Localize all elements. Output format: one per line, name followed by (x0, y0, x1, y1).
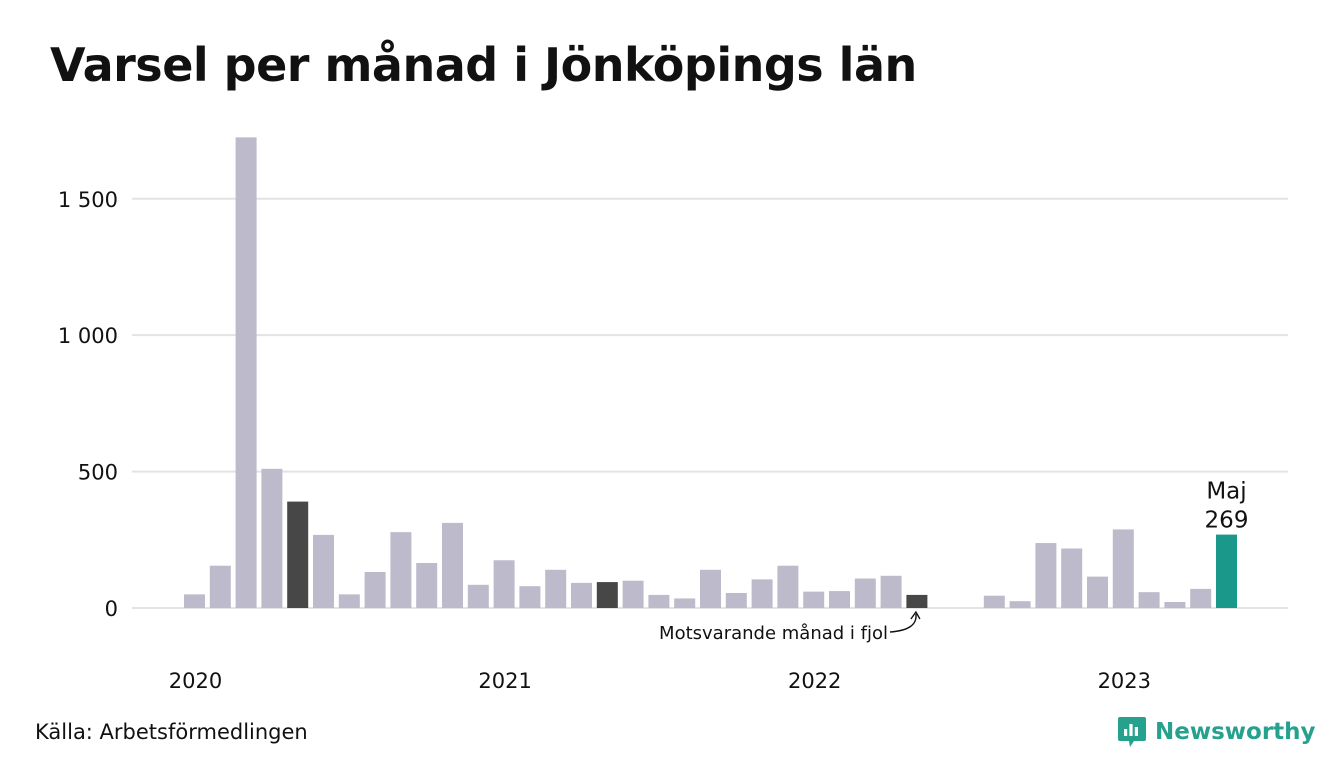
x-year-label: 2022 (788, 669, 841, 693)
bar-prior-year (906, 594, 928, 608)
source-note: Källa: Arbetsförmedlingen (35, 720, 308, 744)
bar (467, 584, 489, 608)
y-axis-ticks: 0 500 1 000 1 500 (58, 188, 118, 621)
bar (364, 571, 386, 608)
bar (700, 569, 721, 608)
bar (622, 580, 644, 608)
x-year-label: 2021 (478, 669, 531, 693)
bar (1112, 529, 1134, 608)
y-tick-label: 500 (78, 461, 118, 485)
brand-name: Newsworthy (1155, 719, 1316, 745)
bar (545, 569, 567, 608)
bar (854, 578, 876, 608)
bar (338, 594, 360, 608)
brand-logo[interactable]: Newsworthy (1117, 715, 1316, 749)
bar (442, 522, 463, 608)
annotations: Maj 269 Motsvarande månad i fjol (659, 479, 1248, 644)
bar (1087, 576, 1108, 608)
y-tick-label: 0 (105, 597, 118, 621)
bar-current-month (1216, 534, 1237, 608)
bar (1164, 601, 1186, 608)
bar (725, 592, 747, 608)
bar (416, 562, 438, 608)
bar-prior-year (287, 501, 309, 608)
bar (880, 575, 902, 608)
y-tick-label: 1 000 (58, 324, 118, 348)
bar (1138, 592, 1160, 608)
current-value-label: 269 (1205, 508, 1249, 534)
bar (184, 594, 205, 608)
bar (983, 595, 1005, 608)
bars (184, 137, 1237, 608)
bar (209, 565, 231, 608)
chart-title: Varsel per månad i Jönköpings län (50, 38, 917, 92)
annotation-arrowhead (910, 610, 921, 620)
current-month-label: Maj (1206, 479, 1246, 505)
newsworthy-logo-icon (1118, 717, 1146, 747)
bar (777, 565, 799, 608)
bar (1190, 588, 1212, 608)
bar (1061, 548, 1083, 608)
bar (674, 598, 696, 608)
bar (261, 468, 283, 608)
bar (751, 579, 773, 608)
bar-prior-year (596, 582, 618, 608)
bar (493, 560, 515, 608)
bar (648, 594, 670, 608)
x-axis-year-labels: 2020 2021 2022 2023 (169, 669, 1151, 693)
bar (1035, 543, 1057, 608)
x-year-label: 2023 (1098, 669, 1151, 693)
prior-year-annotation: Motsvarande månad i fjol (659, 623, 888, 644)
bar (1009, 601, 1031, 608)
bar (390, 532, 412, 608)
bar (571, 582, 592, 608)
x-year-label: 2020 (169, 669, 222, 693)
bar (519, 586, 541, 608)
bar (829, 591, 850, 608)
annotation-arrow (889, 613, 917, 633)
bar (313, 534, 334, 608)
bar (235, 137, 257, 608)
y-tick-label: 1 500 (58, 188, 118, 212)
bar (803, 591, 825, 608)
